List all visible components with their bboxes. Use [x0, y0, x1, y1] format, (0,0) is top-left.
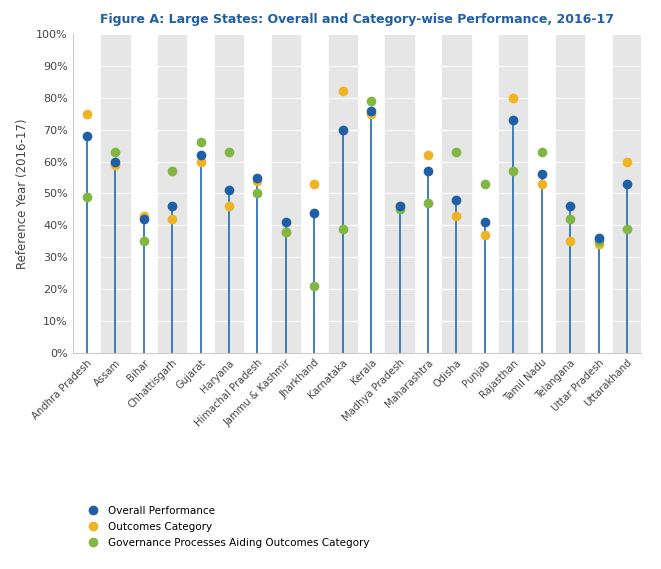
Bar [385, 34, 414, 353]
Bar [556, 34, 584, 353]
Legend: Overall Performance, Outcomes Category, Governance Processes Aiding Outcomes Cat: Overall Performance, Outcomes Category, … [78, 501, 373, 552]
Bar [499, 34, 527, 353]
Bar [272, 34, 300, 353]
Y-axis label: Reference Year (2016-17): Reference Year (2016-17) [17, 118, 29, 269]
Bar [613, 34, 641, 353]
Bar [101, 34, 130, 353]
Bar [158, 34, 186, 353]
Bar [329, 34, 357, 353]
Bar [442, 34, 471, 353]
Title: Figure A: Large States: Overall and Category-wise Performance, 2016-17: Figure A: Large States: Overall and Cate… [100, 13, 614, 26]
Bar [215, 34, 243, 353]
